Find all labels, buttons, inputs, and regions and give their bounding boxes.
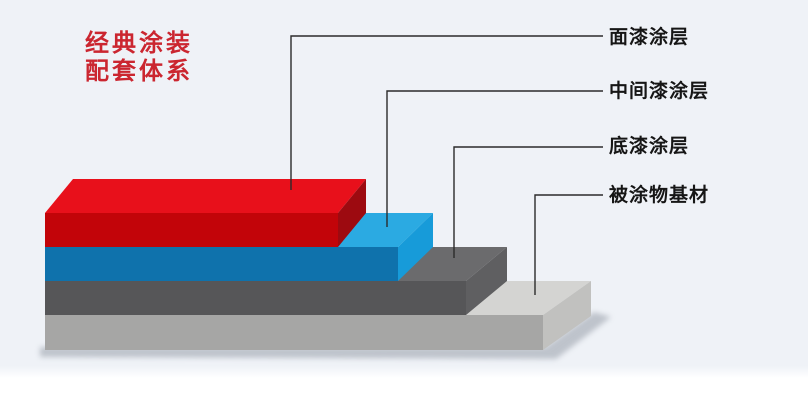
topcoat-side-face [338,179,366,247]
diagram-title-line1: 经典涂装 [85,30,193,57]
topcoat-front-face [45,213,338,247]
primer-side-face [466,247,507,315]
callout-line-substrate [534,194,603,295]
diagram-title: 经典涂装 配套体系 [85,30,193,86]
substrate-front-face [45,315,543,350]
topcoat-top-face [45,179,366,213]
substrate-side-face [543,281,591,350]
midcoat-front-face [45,247,398,281]
label-midcoat: 中间漆涂层 [609,81,710,102]
callout-line-topcoat [290,35,603,190]
midcoat-side-face [398,213,433,281]
background-fade [0,366,808,378]
label-primer: 底漆涂层 [609,136,690,157]
topcoat-slab [45,179,366,247]
diagram-title-line2: 配套体系 [85,58,193,85]
callout-line-midcoat [386,90,603,227]
label-topcoat: 面漆涂层 [609,27,690,48]
primer-front-face [45,281,466,315]
callout-line-primer [453,146,603,258]
label-substrate: 被涂物基材 [609,185,710,206]
